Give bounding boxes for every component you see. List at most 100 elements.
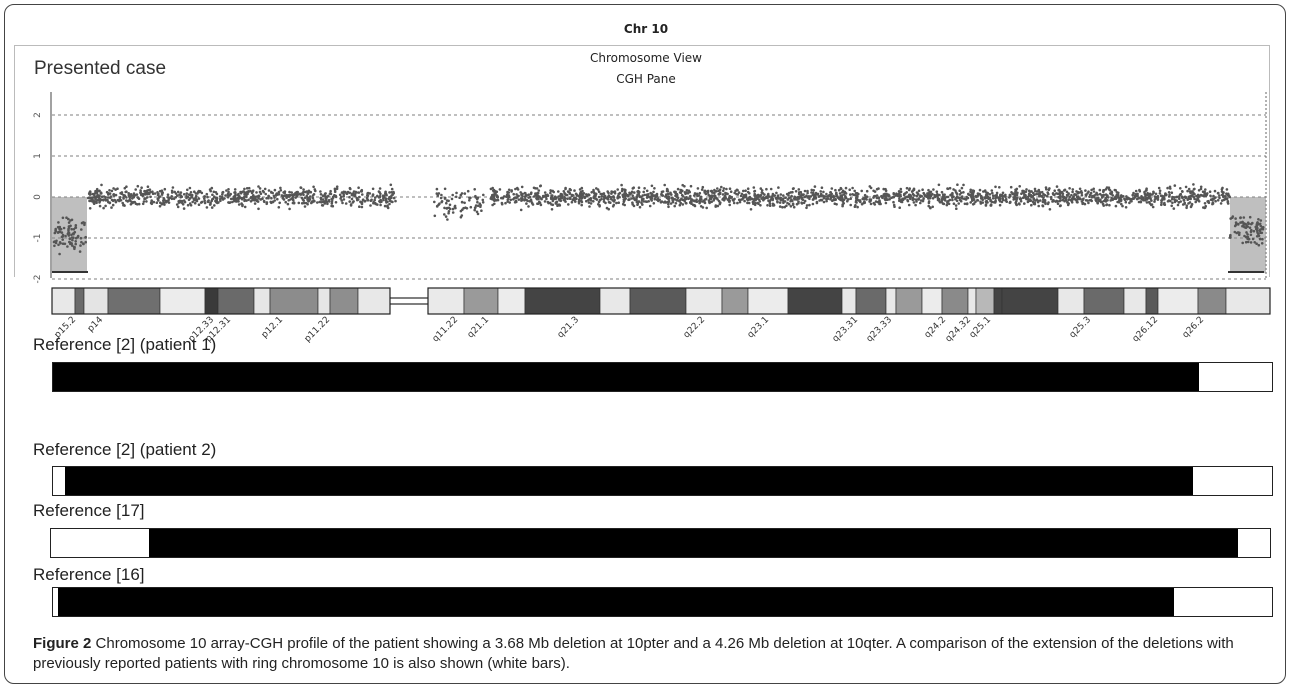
data-point [1117,191,1120,195]
data-point [386,205,389,208]
data-point [721,193,725,196]
data-point [135,203,139,206]
data-point [722,199,726,202]
data-point [1083,202,1087,206]
data-point [243,187,246,191]
data-point [1015,193,1018,197]
data-point [844,186,848,190]
data-point [1114,204,1118,208]
data-point [58,227,61,231]
data-point [714,194,717,198]
data-point [984,203,988,206]
data-point [1132,191,1135,195]
data-point [838,192,842,195]
data-point [1194,200,1197,204]
data-point [1258,229,1262,233]
data-point [1204,188,1207,191]
data-point [517,194,520,198]
data-point [258,187,262,190]
data-point [815,201,819,205]
data-point [550,194,553,197]
data-point [455,191,458,195]
data-point [321,194,325,197]
data-point [361,193,364,196]
data-point [512,192,515,196]
data-point [125,196,128,199]
data-point [813,185,817,188]
data-point [162,197,166,201]
data-point [357,186,360,189]
data-point [265,202,269,206]
data-point [1114,189,1117,192]
data-point [98,189,101,193]
view-title: Chromosome View [590,51,702,65]
data-point [445,206,449,210]
data-point [382,198,385,202]
data-point [325,196,329,199]
data-point [738,198,742,202]
data-point [1045,195,1049,198]
data-point [564,193,568,196]
ideogram-band-14 [497,287,526,315]
data-point [1027,192,1031,195]
data-point [849,197,852,200]
data-point [1152,190,1155,194]
data-point [706,190,709,193]
data-point [746,187,750,190]
data-point [1248,215,1252,219]
data-point [720,185,723,189]
data-point [1080,191,1084,195]
data-point [255,191,258,194]
data-point [693,192,697,195]
data-point [701,206,705,209]
data-point [294,191,297,195]
data-point [792,187,795,190]
data-point [182,193,186,196]
data-point [1001,191,1005,195]
data-point [1229,235,1232,238]
data-point [203,197,206,200]
data-point [1191,190,1194,193]
data-point [574,200,577,203]
data-point [531,203,535,206]
data-point [1071,190,1074,194]
caption-label: Figure 2 [33,635,92,652]
data-point [712,191,716,194]
data-point [465,207,469,210]
data-point [296,190,300,194]
data-point [593,197,597,200]
data-point [863,193,867,197]
ideogram-band-8 [269,287,319,315]
data-point [597,195,601,199]
data-point [623,188,626,191]
data-point [802,193,805,196]
data-point [757,202,760,206]
data-point [306,192,310,195]
data-point [451,193,455,197]
data-point [1251,237,1255,241]
data-point [131,197,134,200]
data-point [837,188,841,192]
ideogram-band-11 [357,287,391,315]
data-point [684,197,687,200]
data-point [494,192,497,195]
data-point [994,197,997,200]
data-point [246,190,249,194]
data-point [824,195,827,198]
data-point [635,195,639,198]
data-point [984,200,988,204]
data-point [213,204,216,207]
data-point [921,188,924,191]
data-point [1048,208,1052,211]
data-point [240,191,243,194]
data-point [381,194,385,197]
data-point [647,193,650,196]
data-point [390,191,393,194]
data-point [747,201,751,205]
data-point [98,194,101,197]
data-point [160,189,164,192]
data-point [466,189,470,193]
data-point [960,191,963,195]
data-point [1259,219,1263,222]
data-point [749,197,752,201]
